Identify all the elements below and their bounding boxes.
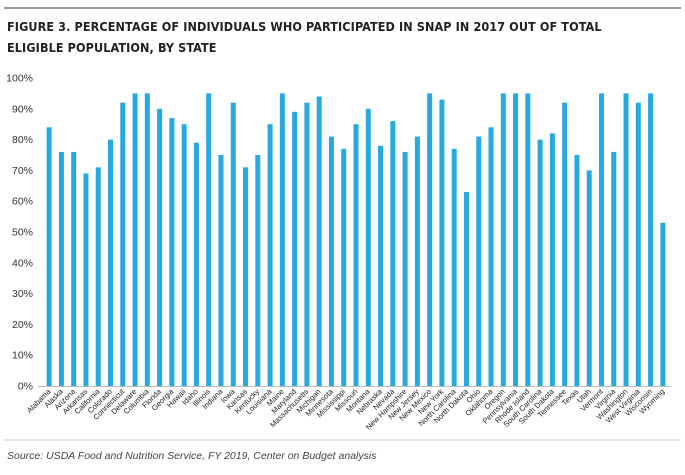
y-tick-label: 90%: [12, 103, 33, 115]
chart-title: FIGURE 3. PERCENTAGE OF INDIVIDUALS WHO …: [7, 19, 602, 55]
bar: [439, 99, 445, 386]
y-axis-ticks: 0% 10% 20% 30% 40% 50% 60% 70% 80% 90% 100%: [6, 73, 33, 393]
bar: [476, 136, 482, 386]
bar: [648, 93, 654, 387]
bar: [390, 121, 396, 387]
y-tick-label: 60%: [12, 196, 33, 208]
y-tick-label: 30%: [12, 288, 33, 300]
bar: [71, 151, 77, 386]
bar: [206, 93, 212, 387]
bar: [365, 108, 371, 387]
bar: [488, 127, 494, 386]
source-note: Source: USDA Food and Nutrition Service,…: [7, 450, 377, 462]
bar: [574, 155, 580, 386]
bar: [267, 124, 273, 386]
bar: [500, 93, 506, 387]
bar: [193, 142, 199, 386]
bar: [611, 151, 617, 386]
bar-series: [46, 93, 666, 387]
bar: [292, 111, 298, 386]
bar: [243, 167, 249, 386]
bar: [537, 139, 543, 386]
bar: [513, 93, 519, 387]
bar: [353, 124, 359, 386]
bar: [586, 170, 592, 386]
x-axis-labels: AlabamaAlaskaArizonaArkansasCaliforniaCo…: [25, 386, 666, 431]
bar: [316, 96, 322, 386]
bar: [218, 155, 224, 386]
bar: [255, 155, 261, 386]
bar: [157, 108, 163, 387]
bar: [144, 93, 150, 387]
y-tick-label: 70%: [12, 165, 33, 177]
bar: [46, 127, 52, 386]
bar: [328, 136, 334, 386]
bar: [660, 222, 666, 386]
bar: [169, 118, 175, 386]
bar: [58, 151, 64, 386]
bar: [549, 133, 555, 386]
y-tick-label: 50%: [12, 227, 33, 239]
bar: [181, 124, 187, 386]
y-tick-label: 100%: [6, 73, 33, 85]
bar: [132, 93, 138, 387]
bar: [598, 93, 604, 387]
bar: [427, 93, 433, 387]
bar: [623, 93, 629, 387]
bar: [108, 139, 114, 386]
bar: [230, 102, 236, 386]
bar: [463, 191, 469, 386]
y-tick-label: 40%: [12, 257, 33, 269]
bar: [83, 173, 89, 386]
bar: [402, 151, 408, 386]
bar: [451, 148, 457, 386]
bar: [635, 102, 641, 386]
y-tick-label: 80%: [12, 134, 33, 146]
bar: [378, 145, 384, 386]
bar: [525, 93, 531, 387]
y-tick-label: 20%: [12, 319, 33, 331]
y-tick-label: 0%: [18, 381, 33, 393]
bar: [341, 148, 347, 386]
bar: [304, 102, 310, 386]
y-tick-label: 10%: [12, 350, 33, 362]
bar: [279, 93, 285, 387]
bar: [414, 136, 420, 386]
bar: [562, 102, 568, 386]
bar: [120, 102, 126, 386]
bar: [95, 167, 101, 386]
